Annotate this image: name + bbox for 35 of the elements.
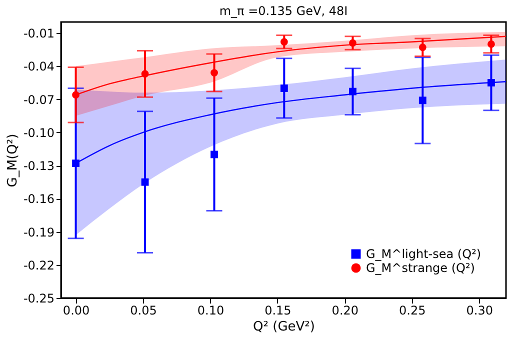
point <box>280 38 288 46</box>
x-tick-label: 0.15 <box>264 304 292 318</box>
y-axis-title: G_M(Q²) <box>5 134 20 188</box>
point <box>141 70 149 78</box>
x-tick-label: 0.05 <box>130 304 157 318</box>
y-tick-label: -0.13 <box>23 159 54 174</box>
point <box>141 178 149 186</box>
point <box>488 40 495 48</box>
x-tick-label: 0.30 <box>466 304 493 318</box>
point <box>210 69 218 76</box>
x-tick-label: 0.20 <box>332 304 359 318</box>
point <box>418 44 426 52</box>
chart-title: m_π =0.135 GeV, 48I <box>219 4 348 18</box>
y-tick-label: -0.07 <box>23 92 54 107</box>
point <box>210 150 218 158</box>
x-tick-label: 0.00 <box>62 304 90 318</box>
point <box>280 84 288 92</box>
point <box>72 91 80 99</box>
legend-label: G_M^strange (Q²) <box>366 261 475 275</box>
y-tick-label: -0.25 <box>23 292 54 306</box>
point <box>488 79 495 86</box>
point <box>418 96 426 104</box>
legend-label: G_M^light-sea (Q²) <box>366 247 482 261</box>
point <box>72 160 80 168</box>
y-tick-label: -0.01 <box>23 26 54 41</box>
point <box>349 88 356 96</box>
y-tick-label: -0.22 <box>23 258 54 272</box>
y-tick-label: -0.16 <box>23 192 54 206</box>
y-tick-label: -0.10 <box>23 126 54 140</box>
y-tick-label: -0.04 <box>23 60 54 74</box>
point <box>349 39 356 47</box>
y-tick-label: -0.19 <box>23 225 54 240</box>
x-tick-label: 0.25 <box>399 304 426 318</box>
x-tick-label: 0.10 <box>197 304 224 318</box>
x-axis-title: Q² (GeV²) <box>253 320 315 334</box>
